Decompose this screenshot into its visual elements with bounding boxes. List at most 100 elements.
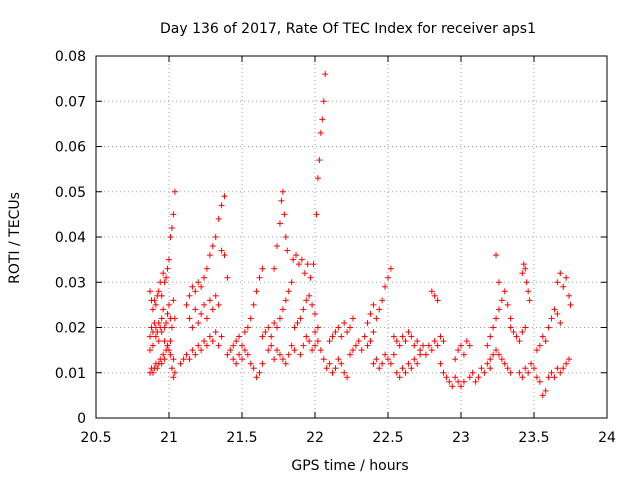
data-point	[259, 265, 266, 272]
data-point	[294, 319, 301, 326]
data-point	[463, 338, 470, 345]
data-point	[265, 324, 272, 331]
data-point	[158, 360, 165, 367]
data-point	[239, 342, 245, 349]
data-point	[428, 347, 435, 354]
data-point	[309, 301, 316, 308]
data-point	[335, 324, 342, 331]
data-point	[542, 387, 549, 394]
data-point	[265, 347, 272, 354]
y-tick-label: 0	[77, 411, 86, 427]
data-point	[487, 356, 494, 363]
data-point	[206, 297, 213, 304]
data-point	[531, 365, 537, 372]
data-point	[171, 188, 178, 195]
data-point	[520, 261, 527, 268]
data-point	[314, 175, 321, 182]
data-point	[212, 292, 219, 299]
data-point	[498, 356, 505, 363]
data-point	[230, 342, 237, 349]
data-point	[385, 356, 391, 363]
data-point	[247, 315, 254, 322]
data-point	[224, 274, 231, 281]
data-point	[560, 365, 567, 372]
data-point	[284, 247, 291, 254]
data-point	[149, 306, 156, 313]
data-point	[167, 234, 174, 240]
data-point	[364, 319, 371, 326]
data-point	[411, 342, 418, 349]
data-point	[370, 301, 377, 308]
data-point	[402, 338, 409, 345]
data-point	[349, 347, 356, 354]
data-point	[525, 288, 532, 295]
data-point	[399, 365, 406, 372]
data-point	[186, 356, 193, 363]
data-point	[554, 279, 561, 286]
x-tick-label: 23	[452, 430, 470, 446]
y-tick-label: 0.08	[55, 49, 86, 65]
data-point	[271, 319, 278, 326]
data-point	[545, 324, 552, 331]
data-point	[262, 329, 269, 336]
data-point	[209, 306, 216, 313]
data-point	[253, 374, 260, 381]
data-point	[525, 369, 532, 376]
data-point	[276, 315, 283, 322]
data-point	[256, 274, 263, 281]
data-point	[440, 338, 447, 345]
data-point	[495, 306, 502, 313]
data-point	[498, 297, 505, 304]
data-point	[164, 265, 171, 272]
data-point	[180, 356, 187, 363]
data-point	[203, 315, 210, 322]
data-point	[364, 342, 371, 349]
data-point	[370, 360, 377, 367]
data-point	[212, 234, 219, 240]
data-point	[291, 347, 298, 354]
data-point	[312, 342, 318, 349]
data-point	[170, 374, 177, 381]
data-point	[495, 351, 502, 358]
data-point	[417, 347, 424, 354]
data-point	[295, 261, 302, 268]
data-point	[551, 306, 558, 313]
data-point	[542, 338, 549, 345]
data-point	[434, 342, 441, 349]
data-point	[160, 306, 167, 313]
data-point	[306, 338, 313, 345]
data-point	[291, 324, 298, 331]
data-point	[198, 347, 205, 354]
data-point	[224, 351, 231, 358]
data-point	[533, 374, 540, 381]
data-point	[478, 365, 485, 372]
data-point	[414, 360, 421, 367]
data-point	[536, 378, 543, 385]
data-point	[341, 369, 348, 376]
data-point	[166, 256, 172, 263]
data-point	[449, 383, 456, 390]
data-point	[166, 347, 172, 354]
data-point	[376, 306, 383, 313]
data-point	[239, 356, 245, 363]
data-point	[519, 329, 526, 336]
data-point	[288, 279, 295, 286]
data-point	[300, 306, 307, 313]
data-point	[309, 347, 316, 354]
data-point	[393, 338, 400, 345]
data-point	[285, 288, 292, 295]
data-point	[533, 347, 540, 354]
data-point	[513, 333, 520, 340]
data-point	[472, 378, 479, 385]
data-point	[560, 283, 567, 290]
data-point	[469, 369, 476, 376]
data-point	[221, 193, 228, 200]
data-point	[244, 324, 251, 331]
data-point	[192, 351, 199, 358]
data-point	[526, 297, 533, 304]
data-point	[516, 369, 523, 376]
data-point	[323, 365, 330, 372]
data-point	[405, 329, 412, 336]
data-point	[490, 351, 497, 358]
data-point	[355, 338, 362, 345]
